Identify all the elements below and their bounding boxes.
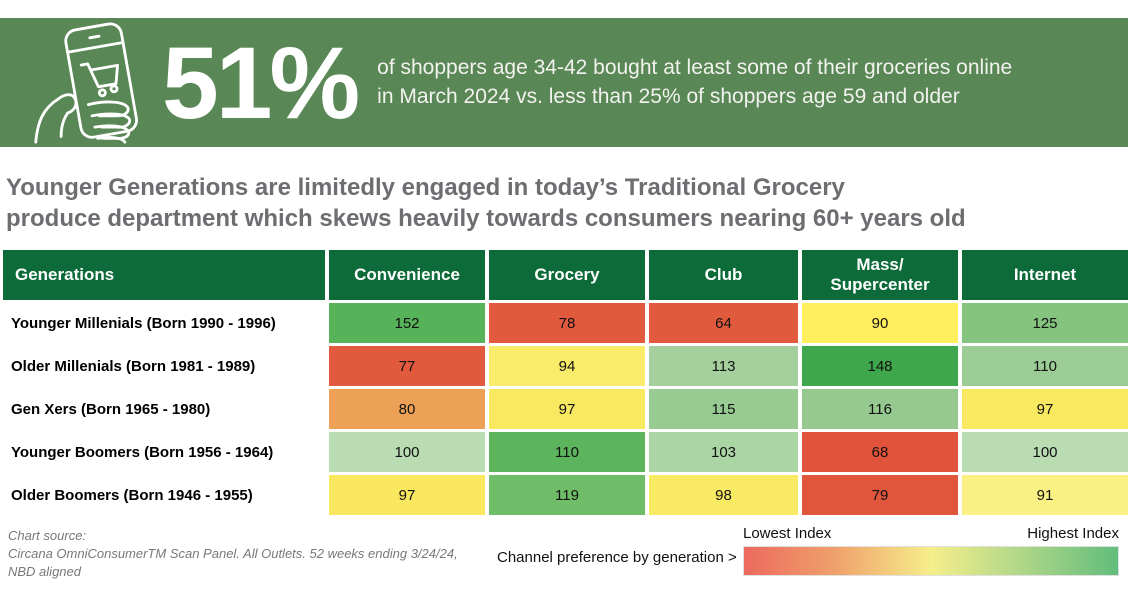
heatmap-cell: 100 bbox=[329, 432, 485, 472]
page-title: Younger Generations are limitedly engage… bbox=[6, 174, 966, 233]
row-label: Older Boomers (Born 1946 - 1955) bbox=[3, 475, 325, 515]
hand-holding-phone-shopping-cart-icon bbox=[34, 21, 138, 144]
stat-description: of shoppers age 34-42 bought at least so… bbox=[377, 56, 1013, 108]
column-header: Convenience bbox=[329, 250, 485, 300]
heatmap-cell: 110 bbox=[962, 346, 1128, 386]
heatmap-cell: 94 bbox=[489, 346, 645, 386]
heatmap-cell: 97 bbox=[329, 475, 485, 515]
column-header: Internet bbox=[962, 250, 1128, 300]
heatmap-cell: 113 bbox=[649, 346, 798, 386]
row-label: Gen Xers (Born 1965 - 1980) bbox=[3, 389, 325, 429]
heatmap-cell: 110 bbox=[489, 432, 645, 472]
row-label: Younger Millenials (Born 1990 - 1996) bbox=[3, 303, 325, 343]
heatmap-cell: 125 bbox=[962, 303, 1128, 343]
legend-caption: Channel preference by generation > bbox=[497, 549, 737, 566]
table-body: Younger Millenials (Born 1990 - 1996) 152… bbox=[3, 303, 1128, 515]
heatmap-cell: 91 bbox=[962, 475, 1128, 515]
heatmap-table: Generations Convenience Grocery Club Mass/ S… bbox=[3, 250, 1128, 515]
legend-high-label: Highest Index bbox=[1027, 525, 1119, 542]
heatmap-cell: 116 bbox=[802, 389, 958, 429]
stat-banner: 51% of shoppers age 34-42 bought at leas… bbox=[0, 18, 1128, 147]
column-header: Club bbox=[649, 250, 798, 300]
column-header-generations: Generations bbox=[3, 250, 325, 300]
heatmap-cell: 97 bbox=[962, 389, 1128, 429]
heatmap-cell: 152 bbox=[329, 303, 485, 343]
heatmap-cell: 78 bbox=[489, 303, 645, 343]
heatmap-cell: 119 bbox=[489, 475, 645, 515]
legend-labels: Lowest Index Highest Index bbox=[743, 525, 1119, 542]
color-scale-legend: Lowest Index Highest Index bbox=[743, 525, 1119, 576]
heatmap-cell: 64 bbox=[649, 303, 798, 343]
row-label: Younger Boomers (Born 1956 - 1964) bbox=[3, 432, 325, 472]
heatmap-cell: 115 bbox=[649, 389, 798, 429]
table-header-row: Generations Convenience Grocery Club Mass/ S… bbox=[3, 250, 1128, 300]
column-header: Grocery bbox=[489, 250, 645, 300]
heatmap-cell: 77 bbox=[329, 346, 485, 386]
heatmap-cell: 90 bbox=[802, 303, 958, 343]
heatmap-cell: 97 bbox=[489, 389, 645, 429]
heatmap-cell: 148 bbox=[802, 346, 958, 386]
heatmap-cell: 100 bbox=[962, 432, 1128, 472]
heatmap-cell: 79 bbox=[802, 475, 958, 515]
heatmap-cell: 80 bbox=[329, 389, 485, 429]
heatmap-cell: 98 bbox=[649, 475, 798, 515]
legend-low-label: Lowest Index bbox=[743, 525, 832, 542]
chart-source-note: Chart source: Circana OmniConsumerTM Sca… bbox=[8, 528, 458, 580]
column-header: Mass/ Supercenter bbox=[802, 250, 958, 300]
heatmap-cell: 103 bbox=[649, 432, 798, 472]
heatmap-cell: 68 bbox=[802, 432, 958, 472]
stat-value: 51% bbox=[162, 25, 360, 140]
legend-gradient-bar bbox=[743, 546, 1119, 576]
row-label: Older Millenials (Born 1981 - 1989) bbox=[3, 346, 325, 386]
